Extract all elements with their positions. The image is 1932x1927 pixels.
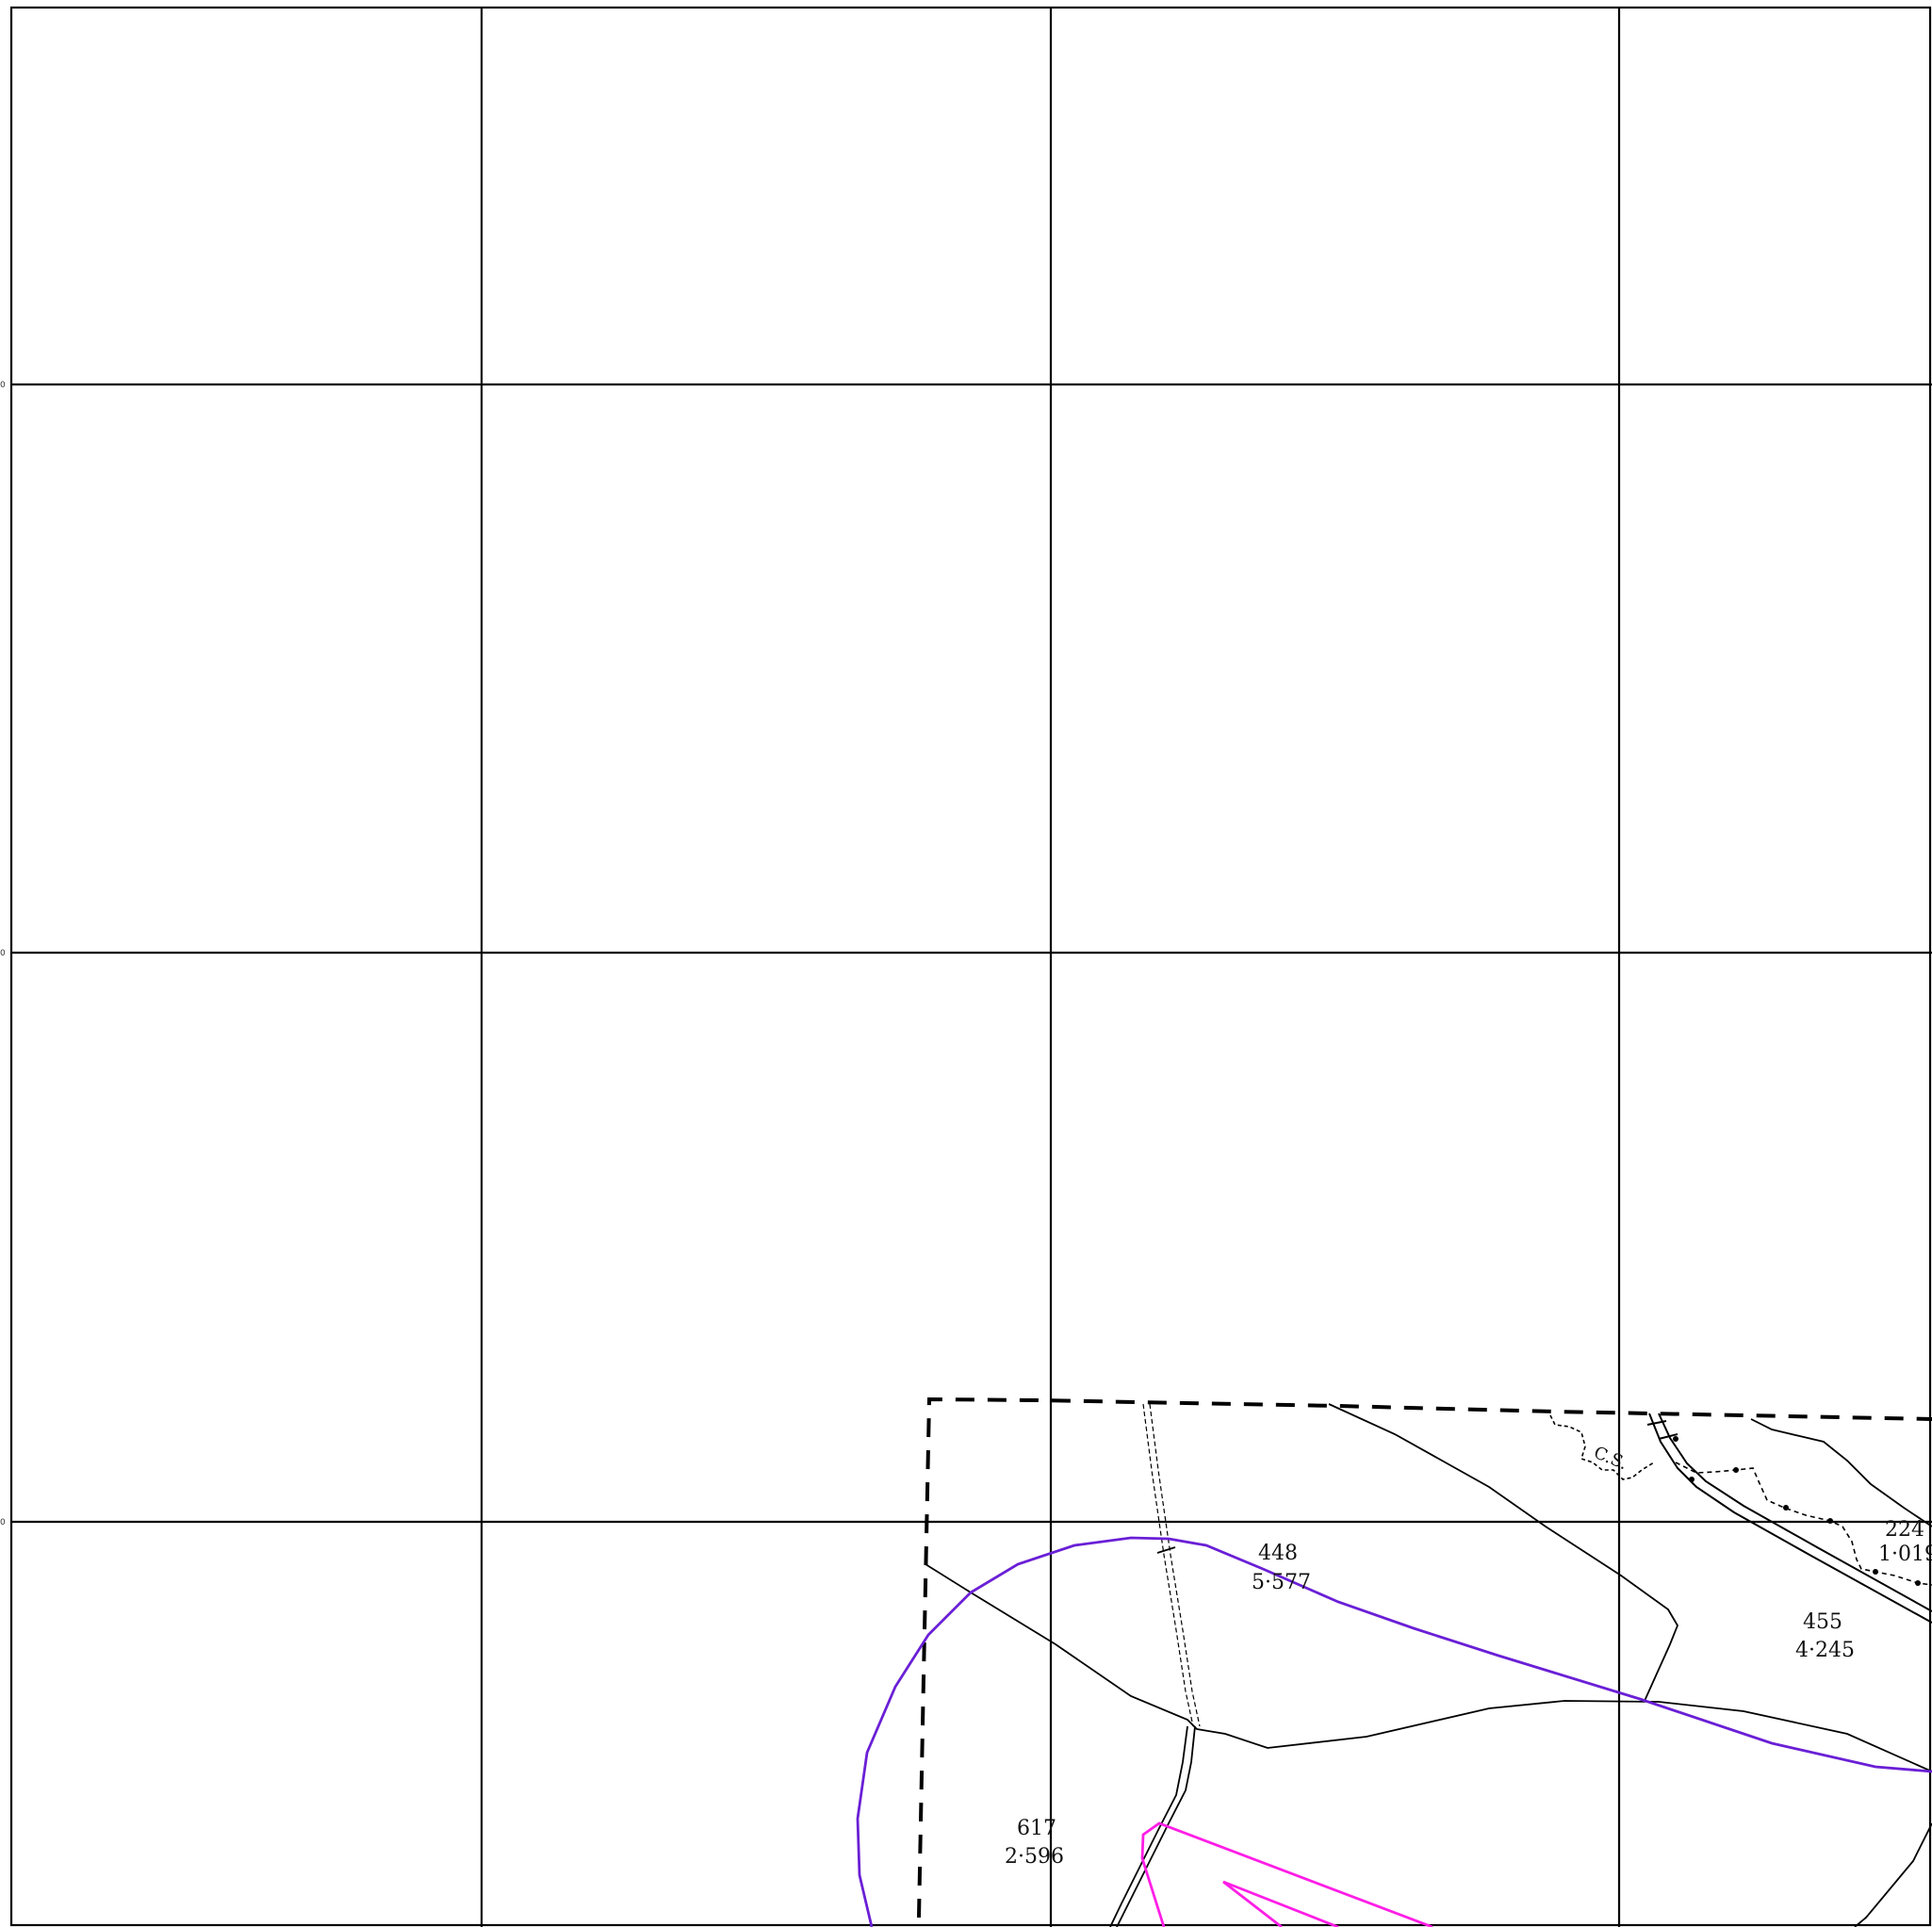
parcel-number: 455 <box>1803 1610 1842 1634</box>
grid-lines <box>9 6 1932 1927</box>
parcel-455: 455 4·245 <box>1795 1610 1855 1662</box>
planning-boundary-magenta-inner <box>1222 1880 1339 1927</box>
field-boundaries <box>925 1403 1932 1927</box>
cs-label: C.S. <box>1591 1443 1629 1474</box>
field-boundary-southeast <box>1854 1822 1932 1927</box>
field-boundary-hedge-south-2 <box>1109 1725 1188 1927</box>
parcel-617: 617 2·596 <box>1005 1817 1064 1869</box>
parcel-number: 224 <box>1885 1518 1924 1542</box>
margin-ticks: 0 0 0 <box>0 381 6 1527</box>
track-crossing-tick <box>1156 1546 1176 1554</box>
planning-boundary-magenta <box>1140 1821 1433 1927</box>
planning-boundary-purple <box>856 1536 1932 1927</box>
parcel-224: 224 1·019 <box>1878 1518 1932 1566</box>
margin-tick-1: 0 <box>0 381 6 390</box>
parcel-area: 4·245 <box>1795 1639 1855 1662</box>
margin-tick-2: 0 <box>0 949 6 958</box>
field-boundary-west <box>925 1563 1932 1772</box>
sheet-frame <box>9 6 1932 1927</box>
field-boundary-north <box>1328 1403 1678 1702</box>
stream-dots <box>1673 1436 1921 1586</box>
margin-tick-3: 0 <box>0 1518 6 1527</box>
parcel-area: 1·019 <box>1878 1543 1932 1566</box>
parcel-number: 448 <box>1258 1542 1298 1565</box>
field-boundary-hedge-south <box>1116 1725 1196 1927</box>
stream-line <box>1549 1414 1932 1586</box>
parcel-448: 448 5·577 <box>1252 1542 1311 1594</box>
railway-double-line <box>1646 1413 1932 1624</box>
parcel-number: 617 <box>1017 1817 1056 1840</box>
district-boundary-dashed <box>917 1396 1932 1919</box>
parcel-area: 2·596 <box>1005 1845 1064 1869</box>
track-double-line <box>1142 1403 1201 1727</box>
field-boundary-east <box>1750 1418 1932 1527</box>
parcel-area: 5·577 <box>1252 1571 1311 1594</box>
